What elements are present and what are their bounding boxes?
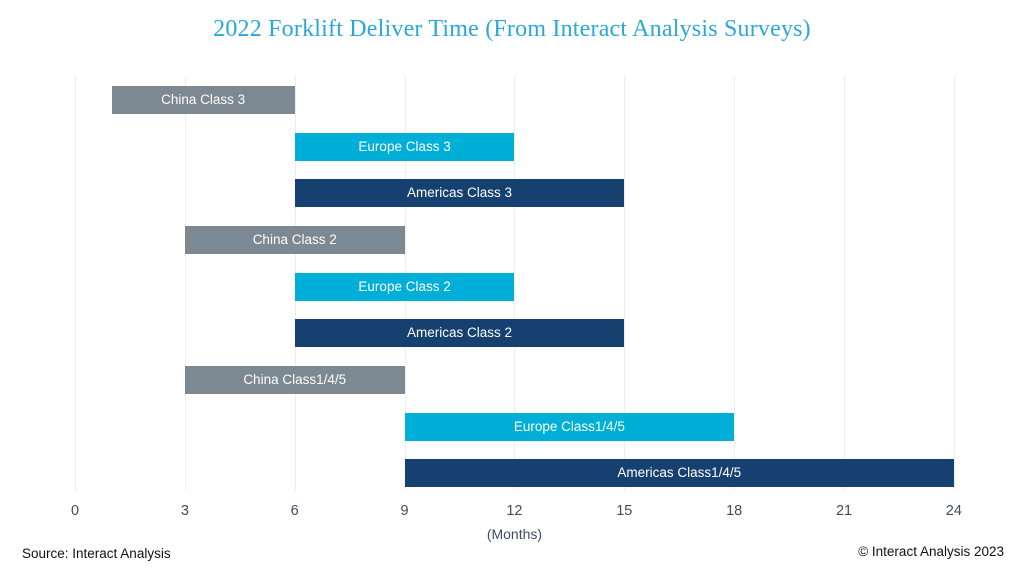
- gridline: [953, 75, 955, 490]
- gridline: [734, 75, 736, 490]
- x-tick-label: 9: [400, 503, 409, 519]
- bar-label: China Class 3: [161, 92, 246, 107]
- bar-label: China Class 2: [252, 231, 337, 247]
- x-tick-label: 15: [616, 503, 633, 519]
- bar-label: Europe Class 3: [358, 138, 451, 154]
- chart-bar: Americas Class 2: [294, 319, 625, 348]
- chart-title: 2022 Forklift Deliver Time (From Interac…: [213, 16, 811, 42]
- x-tick-label: 3: [180, 503, 189, 519]
- gridline: [514, 75, 516, 490]
- chart-bar: Europe Class1/4/5: [404, 412, 735, 441]
- gridline: [844, 75, 846, 490]
- x-tick-label: 12: [506, 503, 523, 519]
- bar-label: Europe Class1/4/5: [513, 418, 625, 434]
- chart-bar: Europe Class 3: [294, 132, 515, 161]
- bar-label: Americas Class 3: [406, 185, 513, 201]
- chart-bar: China Class 3: [111, 86, 295, 114]
- bar-label: Americas Class1/4/5: [617, 465, 742, 481]
- gridline: [624, 75, 626, 490]
- x-tick-label: 0: [70, 503, 80, 519]
- chart-bar: Europe Class 2: [294, 272, 515, 301]
- gridline: [75, 75, 76, 490]
- x-tick-label: 18: [726, 503, 743, 519]
- bar-label: China Class1/4/5: [243, 371, 347, 387]
- x-tick-label: 21: [835, 503, 853, 519]
- chart-bar: China Class1/4/5: [184, 365, 405, 394]
- copyright-note: © Interact Analysis 2023: [858, 544, 1004, 559]
- gridline: [184, 75, 186, 490]
- bar-label: Europe Class 2: [358, 278, 451, 294]
- x-axis-label: (Months): [486, 526, 543, 542]
- chart-bar: Americas Class 3: [294, 179, 625, 208]
- x-tick-label: 24: [945, 503, 962, 519]
- chart-bar: China Class 2: [184, 225, 405, 254]
- source-note: Source: Interact Analysis: [22, 546, 171, 561]
- x-tick-label: 6: [290, 503, 299, 519]
- bar-label: Americas Class 2: [406, 325, 513, 341]
- chart-bar: Americas Class1/4/5: [404, 459, 954, 488]
